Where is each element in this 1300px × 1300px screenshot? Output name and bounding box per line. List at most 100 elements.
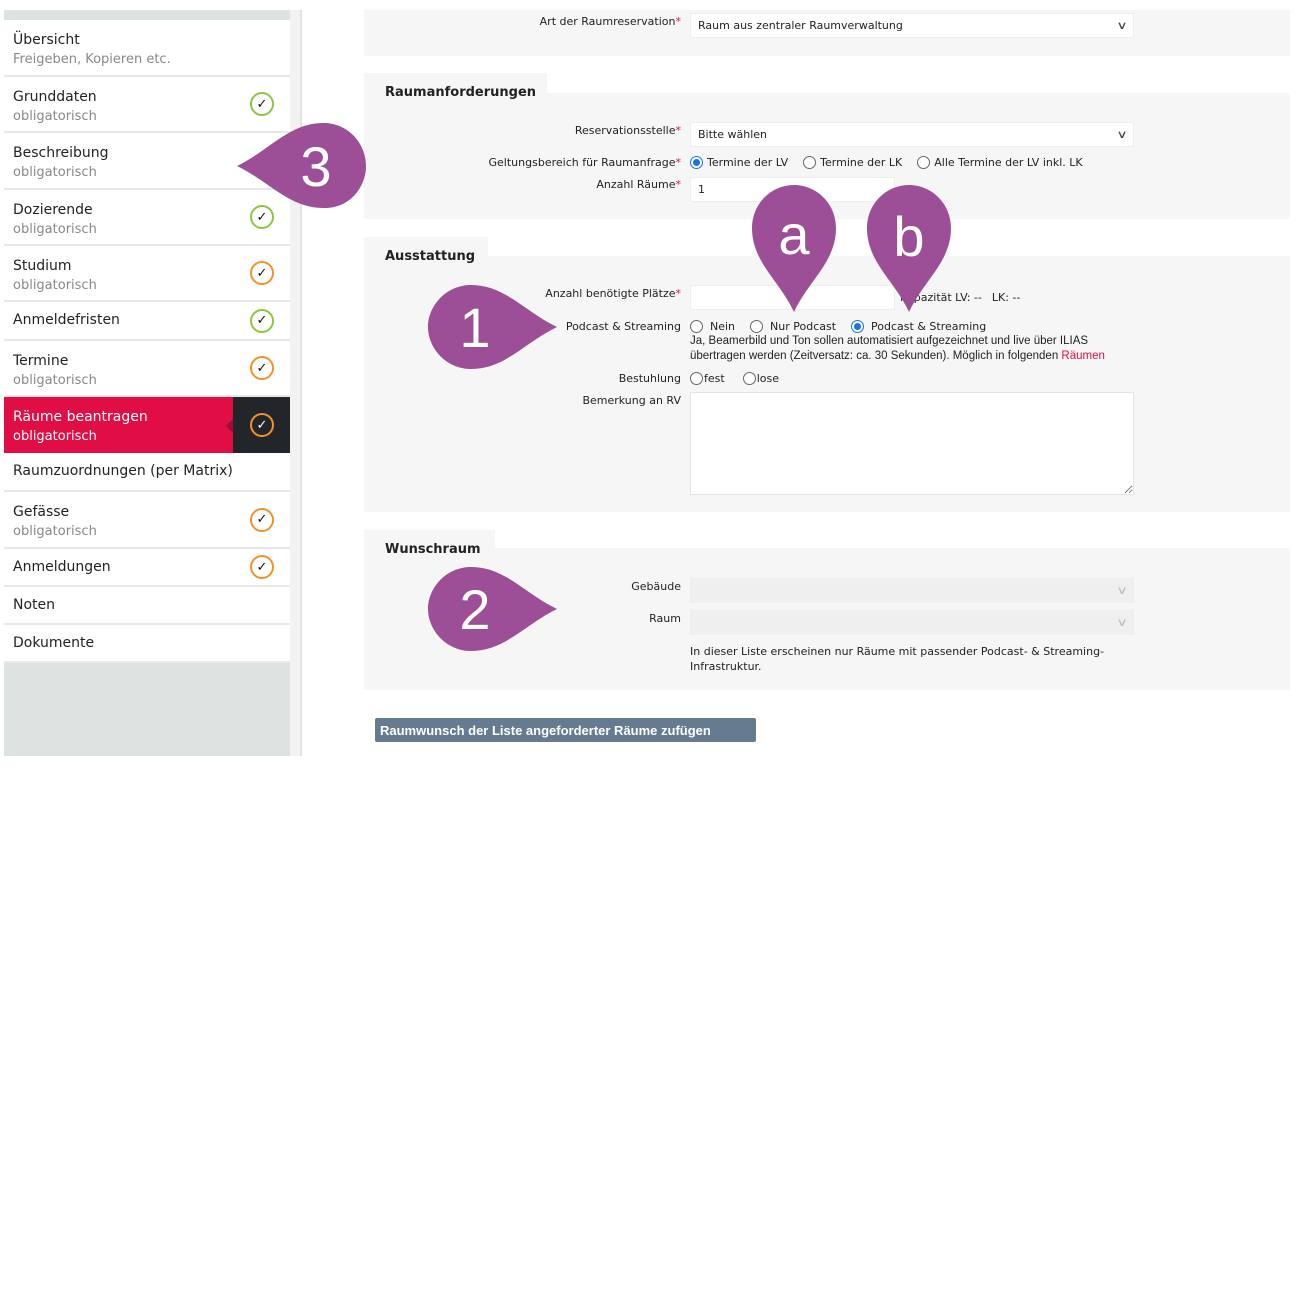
sidebar-item-title: Noten [13,597,56,613]
svg-text:a: a [778,203,810,266]
bestuhlung-radio-group: fest lose [690,372,779,385]
sidebar-item-title: Dozierende [13,202,93,218]
sidebar-item-räume-beantragen[interactable]: Räume beantragen obligatorisch ✓ [4,397,290,453]
sidebar-item-anmeldefristen[interactable]: Anmeldefristen ✓ [4,302,290,341]
sidebar-item-subtitle: obligatorisch [13,109,97,124]
radio-termine-lv[interactable] [690,156,703,169]
sidebar-item-subtitle: Freigeben, Kopieren etc. [13,52,171,67]
check-circle-icon: ✓ [250,356,274,380]
check-circle-icon: ✓ [250,205,274,229]
sidebar-item-title: Anmeldungen [13,559,111,575]
sidebar-item-title: Beschreibung [13,145,109,161]
reservationsstelle-select[interactable]: Bitte wählen ∨ [690,122,1134,147]
radio-label: Nein [710,320,736,333]
plaetze-label: Anzahl benötigte Plätze* [545,287,681,300]
check-circle-icon: ✓ [250,261,274,285]
check-circle-icon: ✓ [250,507,274,532]
sidebar-item-title: Anmeldefristen [13,312,120,328]
reservationsstelle-label: Reservationsstelle* [574,124,681,137]
sidebar-item-gefässe[interactable]: Gefässe obligatorisch ✓ [4,492,290,549]
wunschraum-hint: In dieser Liste erscheinen nur Räume mit… [690,645,1105,673]
radio-label: Termine der LV [707,156,789,169]
sidebar-item-übersicht[interactable]: Übersicht Freigeben, Kopieren etc. [4,20,290,77]
art-label: Art der Raumreservation* [539,15,681,28]
radio-label: Alle Termine der LV inkl. LK [934,156,1083,169]
radio-nur-podcast[interactable] [750,320,764,333]
raum-label: Raum [649,612,681,625]
bemerkung-textarea[interactable] [690,392,1134,495]
check-circle-icon: ✓ [250,308,274,333]
sidebar-item-subtitle: obligatorisch [13,373,97,388]
sidebar-item-studium[interactable]: Studium obligatorisch ✓ [4,246,290,302]
annotation-layer: 3 1 2 a b [237,122,951,651]
sidebar-item-dozierende[interactable]: Dozierende obligatorisch ✓ [4,190,290,246]
sidebar-nav: Übersicht Freigeben, Kopieren etc. Grundda… [4,10,290,756]
annotation-pin-3: 3 [237,122,366,209]
raeume-link[interactable]: Räumen [1061,350,1105,362]
svg-text:1: 1 [459,296,490,359]
radio-label: fest [704,372,725,385]
sidebar-item-title: Dokumente [13,635,95,651]
sidebar-item-raumzuordnungen-per-matrix[interactable]: Raumzuordnungen (per Matrix) [4,453,290,492]
chevron-down-icon: ∨ [1116,19,1128,32]
radio-label: lose [756,372,779,385]
chevron-down-icon: ∨ [1116,584,1128,597]
bemerkung-label: Bemerkung an RV [582,394,681,407]
podcast-radio-group: Nein Nur Podcast Podcast & Streaming [690,320,986,333]
sidebar-item-subtitle: obligatorisch [13,278,97,293]
radio-label: Nur Podcast [770,320,837,333]
sidebar-item-subtitle: obligatorisch [13,222,97,237]
sidebar-item-termine[interactable]: Termine obligatorisch ✓ [4,341,290,397]
annotation-pin-a: a [752,185,836,312]
annotation-pin-2: 2 [428,567,557,651]
chevron-down-icon: ∨ [1116,128,1128,141]
sidebar-item-title: Grunddaten [13,89,97,105]
sidebar-item-title: Räume beantragen [13,409,148,425]
sidebar-item-anmeldungen[interactable]: Anmeldungen ✓ [4,549,290,587]
section-title-raumanforderungen: Raumanforderungen [364,73,547,105]
geltungsbereich-label: Geltungsbereich für Raumanfrage* [488,156,681,169]
art-select[interactable]: Raum aus zentraler Raumverwaltung ∨ [690,13,1134,38]
svg-text:b: b [893,205,924,268]
svg-text:2: 2 [459,578,490,641]
sidebar-item-beschreibung[interactable]: Beschreibung obligatorisch [4,133,290,190]
sidebar-item-title: Raumzuordnungen (per Matrix) [13,463,233,479]
radio-fest[interactable] [690,372,703,385]
svg-text:3: 3 [300,135,331,198]
sidebar-item-dokumente[interactable]: Dokumente [4,625,290,663]
gebaeude-label: Gebäude [631,580,681,593]
radio-lose[interactable] [742,372,756,385]
radio-nein[interactable] [690,320,703,333]
sidebar-item-subtitle: obligatorisch [13,524,97,539]
check-circle-icon: ✓ [250,555,274,579]
sidebar-item-noten[interactable]: Noten [4,587,290,625]
sidebar-item-title: Studium [13,258,72,274]
radio-label: Podcast & Streaming [871,320,987,333]
radio-alle-termine[interactable] [917,156,931,169]
sidebar-item-subtitle: obligatorisch [13,165,97,180]
chevron-down-icon: ∨ [1116,616,1128,629]
podcast-label: Podcast & Streaming [565,320,681,333]
capacity-info: Kapazität LV: -- LK: -- [900,291,1021,304]
radio-label: Termine der LK [820,156,903,169]
check-circle-icon: ✓ [250,92,274,116]
sidebar-item-subtitle: obligatorisch [13,429,97,444]
sidebar-item-title: Gefässe [13,504,70,520]
radio-termine-lk[interactable] [803,156,817,169]
sidebar-item-title: Termine [13,353,69,369]
bestuhlung-label: Bestuhlung [618,372,681,385]
podcast-help: Ja, Beamerbild und Ton sollen automatisi… [690,335,1105,362]
gebaeude-select[interactable]: ∨ [690,578,1134,603]
annotation-pin-1: 1 [428,285,557,369]
sidebar-item-title: Übersicht [13,32,80,48]
section-title-wunschraum: Wunschraum [364,530,495,560]
geltungsbereich-radio-group: Termine der LV Termine der LK Alle Termi… [690,156,1083,169]
section-title-ausstattung: Ausstattung [364,237,488,267]
add-room-request-button[interactable]: Raumwunsch der Liste angeforderter Räume… [375,718,756,742]
annotation-pin-b: b [867,185,951,312]
radio-podcast-streaming[interactable] [851,320,865,333]
raum-select[interactable]: ∨ [690,610,1134,635]
check-circle-icon: ✓ [250,413,274,437]
sidebar-item-grunddaten[interactable]: Grunddaten obligatorisch ✓ [4,77,290,133]
anzahl-raeume-label: Anzahl Räume* [596,178,681,191]
